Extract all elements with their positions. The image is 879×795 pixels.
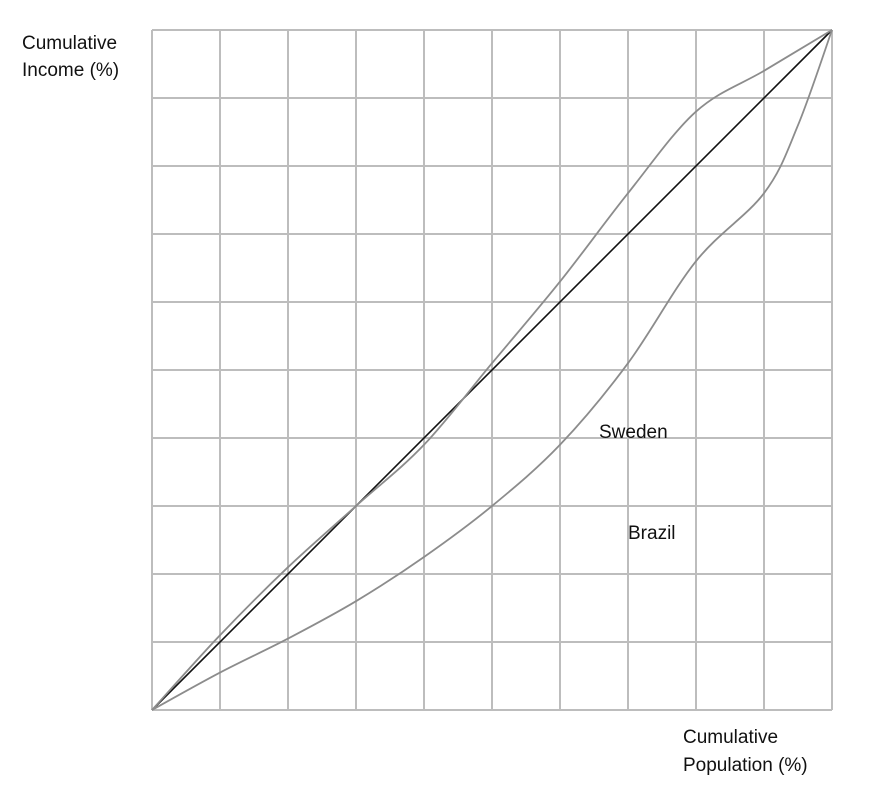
grid [151, 29, 833, 711]
y-axis-label-line-2: Income (%) [22, 60, 119, 81]
equality-line [151, 29, 833, 711]
series-label-brazil: Brazil [628, 523, 676, 544]
sweden-lorenz-curve [151, 29, 833, 711]
y-axis-label-line-1: Cumulative [22, 33, 117, 54]
x-axis-label-line-1: Cumulative [683, 727, 778, 748]
series-layer [151, 29, 833, 711]
brazil-lorenz-curve [151, 29, 833, 711]
series-label-sweden: Sweden [599, 422, 668, 443]
x-axis-label-line-2: Population (%) [683, 755, 808, 776]
